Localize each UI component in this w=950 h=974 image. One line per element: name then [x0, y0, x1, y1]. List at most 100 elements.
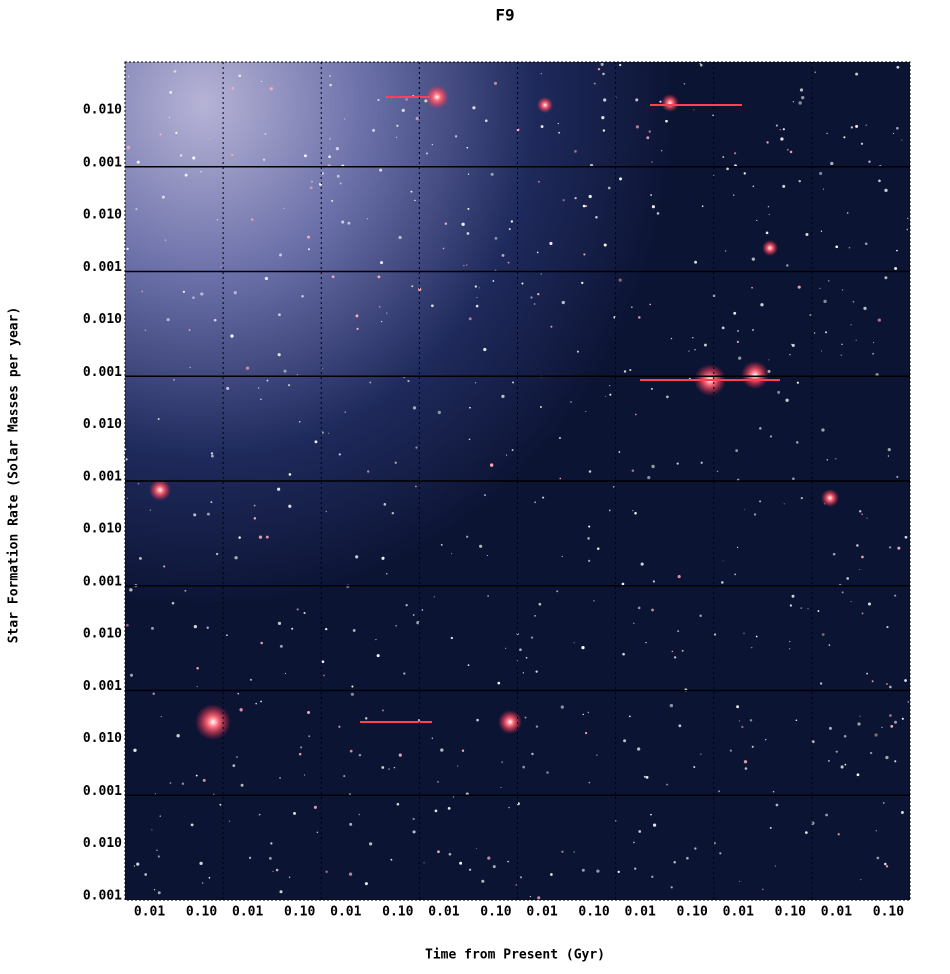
star [692, 337, 694, 339]
star [864, 242, 868, 246]
star [168, 116, 171, 118]
y-tick-label: 0.010 [83, 836, 122, 851]
star [619, 63, 622, 67]
star [240, 783, 244, 787]
star [136, 862, 140, 866]
star [176, 734, 180, 738]
star [886, 626, 889, 629]
star [588, 194, 592, 199]
star [562, 199, 565, 202]
star [467, 207, 470, 210]
star [678, 724, 682, 728]
star [314, 440, 318, 444]
star [741, 725, 744, 729]
star [437, 850, 440, 854]
star [383, 503, 387, 506]
star [381, 556, 385, 560]
star [403, 376, 405, 379]
star [673, 656, 677, 659]
star [304, 774, 306, 776]
star [826, 132, 828, 135]
star [830, 161, 834, 166]
star [277, 353, 281, 357]
star [220, 266, 222, 268]
star [834, 457, 837, 460]
star [550, 873, 553, 876]
star [753, 513, 757, 516]
star [749, 719, 753, 722]
star [850, 126, 854, 129]
star [157, 891, 161, 895]
star [497, 681, 501, 685]
star [501, 394, 505, 399]
star [888, 685, 892, 689]
star [501, 253, 505, 257]
star [411, 285, 414, 288]
bright-star [762, 240, 778, 256]
star [827, 280, 830, 282]
star [534, 615, 536, 617]
star [633, 622, 635, 624]
star [791, 594, 795, 598]
star [647, 476, 651, 480]
x-tick-label: 0.10 [677, 905, 708, 920]
star [559, 477, 562, 480]
star [440, 543, 443, 546]
star [805, 233, 809, 237]
star [379, 168, 383, 172]
star [199, 861, 203, 866]
star [861, 612, 864, 615]
star [848, 246, 851, 249]
star [347, 221, 351, 225]
star [287, 384, 291, 387]
star [358, 813, 361, 816]
star [394, 461, 397, 464]
bright-star [821, 489, 839, 507]
star [855, 124, 859, 128]
star [633, 841, 635, 844]
star [490, 172, 494, 176]
star [277, 621, 282, 626]
star [724, 250, 727, 252]
star [169, 90, 173, 94]
star [600, 62, 604, 66]
star [483, 347, 487, 352]
star [425, 152, 428, 155]
star [137, 482, 140, 485]
bright-star [195, 704, 231, 740]
star [677, 630, 680, 633]
star [651, 875, 654, 878]
star [621, 582, 625, 586]
star [619, 177, 623, 181]
y-tick-label: 0.001 [83, 889, 122, 904]
star [171, 601, 175, 605]
star [433, 596, 435, 598]
star [907, 217, 909, 219]
star [430, 304, 434, 308]
star [752, 185, 755, 188]
star [865, 124, 867, 126]
star [615, 820, 617, 822]
star [768, 214, 770, 216]
star [629, 368, 632, 372]
star [819, 682, 823, 685]
star [405, 98, 408, 101]
star [904, 535, 908, 539]
x-tick-label: 0.10 [284, 905, 315, 920]
star [398, 753, 402, 757]
star [160, 715, 162, 718]
star [368, 842, 373, 846]
star [863, 306, 867, 311]
star [585, 731, 588, 735]
star [228, 820, 231, 822]
star [303, 154, 307, 158]
star [797, 285, 801, 289]
star [296, 608, 299, 611]
star [190, 823, 194, 827]
star [476, 718, 479, 722]
star [519, 876, 523, 879]
star [645, 642, 647, 644]
star [651, 161, 653, 163]
star [857, 722, 861, 726]
star [133, 865, 136, 867]
